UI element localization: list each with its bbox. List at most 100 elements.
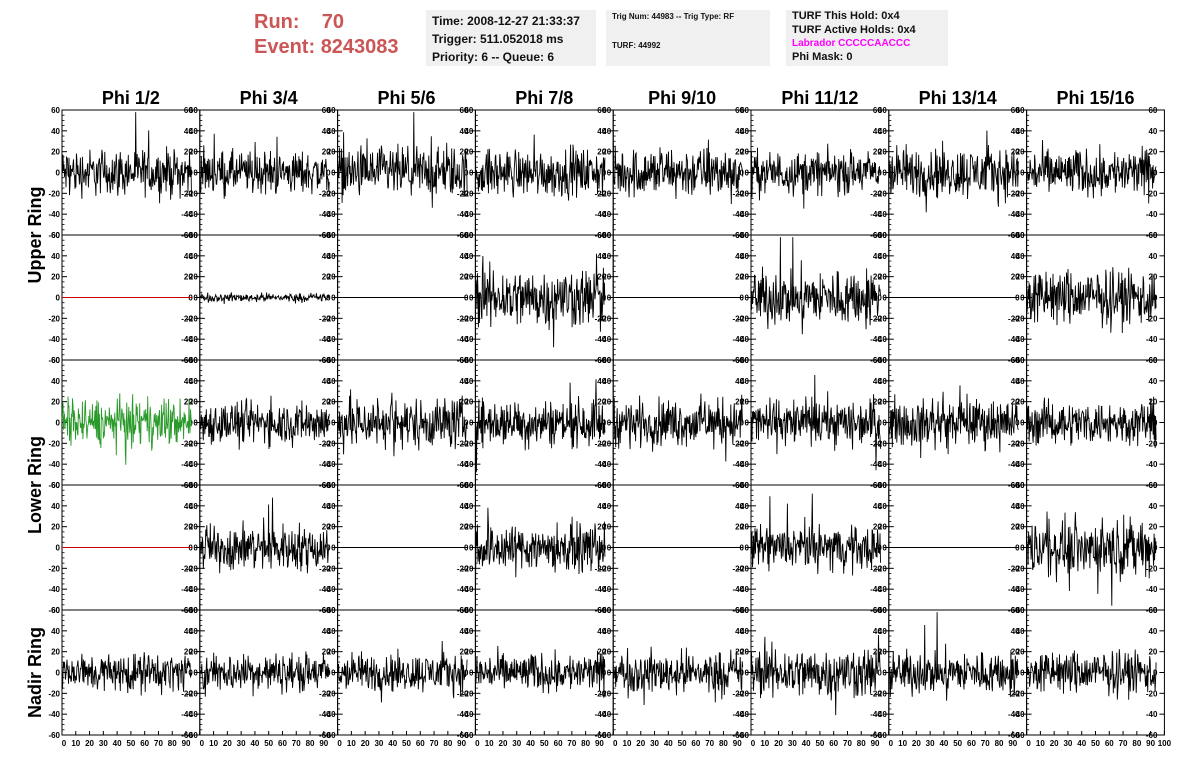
event-label: Event: — [254, 36, 316, 58]
panel-r5-c7-ylabel-left-3: 0 — [882, 669, 887, 678]
panel-r2-c3-ylabel-left-4: 20 — [327, 273, 336, 282]
panel-r4-c5-ylabel-right-5: 40 — [735, 502, 744, 511]
panel-r2-c5-ylabel-right-6: 60 — [735, 231, 744, 240]
panel-r4-c3-ylabel-right-6: 60 — [459, 481, 468, 490]
panel-r2-c1-ylabel-right-1: -40 — [181, 335, 193, 344]
panel-r1-c4-ylabel-left-2: -20 — [462, 189, 474, 198]
panel-r5-c7-ylabel-right-6: 60 — [1011, 606, 1020, 615]
panel-r3-c2-ylabel-right-1: -40 — [319, 460, 331, 469]
panel-r1-c5-ylabel-left-5: 40 — [602, 127, 611, 136]
panel-r4-c6-ylabel-left-5: 40 — [740, 502, 749, 511]
panel-r5-c7-ylabel-left-6: 60 — [878, 606, 887, 615]
panel-r4-c7-ylabel-right-2: -20 — [1008, 564, 1020, 573]
panel-r5-c2-ylabel-right-2: -20 — [319, 689, 331, 698]
xlabel-c1-2: 20 — [85, 739, 94, 748]
panel-r1-c4-ylabel-right-5: 40 — [597, 127, 606, 136]
panel-r5-c7-ylabel-left-4: 20 — [878, 648, 887, 657]
panel-r4-c8-ylabel-left-4: 20 — [1016, 523, 1025, 532]
panel-r5-c1-ylabel-left-5: 40 — [51, 627, 60, 636]
panel-r5-c3-ylabel-left-1: -40 — [324, 710, 336, 719]
panel-r5-c5-ylabel-left-1: -40 — [600, 710, 612, 719]
panel-r4-c4-ylabel-left-4: 20 — [464, 523, 473, 532]
panel-r5-c1-ylabel-left-1: -40 — [48, 710, 60, 719]
panel-r2-c8-ylabel-right-5: 40 — [1148, 252, 1157, 261]
xlabel-c7-0: 0 — [889, 739, 894, 748]
panel-r4-c2-ylabel-left-1: -40 — [186, 585, 198, 594]
panel-r1-c8-ylabel-left-1: -40 — [1013, 210, 1025, 219]
xlabel-c5-9: 90 — [733, 739, 742, 748]
column-header-2: Phi 3/4 — [240, 88, 298, 108]
panel-r2-c1-ylabel-left-6: 60 — [51, 231, 60, 240]
panel-r4-c7-ylabel-right-3: 0 — [1015, 544, 1020, 553]
panel-r4-c7-ylabel-left-5: 40 — [878, 502, 887, 511]
panel-r4-c2-ylabel-left-3: 0 — [193, 544, 198, 553]
xlabel-c1-5: 50 — [126, 739, 135, 748]
panel-r2-c7-ylabel-left-2: -20 — [875, 314, 887, 323]
panel-r5-c2-ylabel-right-0: -60 — [319, 731, 331, 740]
panel-r1-c2-ylabel-right-6: 60 — [322, 106, 331, 115]
panel-r3-c6-ylabel-left-4: 20 — [740, 398, 749, 407]
panel-r5-c2-ylabel-left-1: -40 — [186, 710, 198, 719]
panel-r5-c6-ylabel-left-3: 0 — [745, 669, 750, 678]
xlabel-c3-2: 20 — [361, 739, 370, 748]
panel-r4-c7-ylabel-right-5: 40 — [1011, 502, 1020, 511]
panel-r5-c2-ylabel-right-1: -40 — [319, 710, 331, 719]
panel-r3-c1-ylabel-right-3: 0 — [188, 419, 193, 428]
column-header-1: Phi 1/2 — [102, 88, 160, 108]
panel-r3-c2-ylabel-left-3: 0 — [193, 419, 198, 428]
panel-r4-c7-ylabel-left-1: -40 — [875, 585, 887, 594]
panel-r1-c5-ylabel-right-1: -40 — [732, 210, 744, 219]
panel-r3-c8-trace — [1026, 396, 1157, 449]
panel-r5-c3-ylabel-left-5: 40 — [327, 627, 336, 636]
panel-r3-c2-ylabel-left-4: 20 — [189, 398, 198, 407]
panel-r1-c8-ylabel-right-1: -40 — [1146, 210, 1158, 219]
panel-r4-c5-ylabel-right-6: 60 — [735, 481, 744, 490]
panel-r1-c1-ylabel-right-5: 40 — [184, 127, 193, 136]
panel-r1-c1-ylabel-left-6: 60 — [51, 106, 60, 115]
panel-r2-c7-ylabel-right-1: -40 — [1008, 335, 1020, 344]
panel-r3-c5-ylabel-right-1: -40 — [732, 460, 744, 469]
panel-r1-c1-ylabel-left-2: -20 — [48, 189, 60, 198]
panel-r2-c6-trace — [750, 237, 881, 335]
panel-r2-c5-ylabel-right-3: 0 — [740, 294, 745, 303]
panel-r5-c1-trace — [61, 652, 192, 696]
run-label: Run: — [254, 11, 300, 33]
panel-r3-c7-ylabel-left-6: 60 — [878, 356, 887, 365]
panel-r2-c2-ylabel-left-1: -40 — [186, 335, 198, 344]
panel-r5-c7-trace — [888, 612, 1019, 701]
xlabel-c5-1: 10 — [623, 739, 632, 748]
panel-r3-c8-ylabel-right-2: -20 — [1146, 439, 1158, 448]
panel-r3-c2-ylabel-left-2: -20 — [186, 439, 198, 448]
panel-r5-c7-ylabel-left-1: -40 — [875, 710, 887, 719]
panel-r4-c4-ylabel-left-1: -40 — [462, 585, 474, 594]
panel-r1-c5-trace — [612, 139, 744, 205]
panel-r2-c8-ylabel-left-4: 20 — [1016, 273, 1025, 282]
panel-r3-c5-ylabel-left-2: -20 — [600, 439, 612, 448]
panel-r1-c7-trace — [888, 130, 1019, 213]
panel-r1-c2-ylabel-left-6: 60 — [189, 106, 198, 115]
panel-r4-c6-ylabel-left-2: -20 — [737, 564, 749, 573]
panel-r3-c7-ylabel-left-1: -40 — [875, 460, 887, 469]
panel-r5-c1-ylabel-left-3: 0 — [56, 669, 61, 678]
panel-r4-c2-ylabel-left-4: 20 — [189, 523, 198, 532]
xlabel-c7-2: 20 — [912, 739, 921, 748]
ring-label-1: Upper Ring — [25, 187, 45, 284]
xlabel-c8-0: 0 — [1026, 739, 1031, 748]
panel-r5-c5-ylabel-left-3: 0 — [607, 669, 612, 678]
panel-r5-c5-ylabel-right-5: 40 — [735, 627, 744, 636]
panel-r4-c1-ylabel-right-2: -20 — [181, 564, 193, 573]
panel-r5-c2-ylabel-left-6: 60 — [189, 606, 198, 615]
panel-r4-c2-ylabel-left-6: 60 — [189, 481, 198, 490]
panel-r3-c3-ylabel-left-6: 60 — [327, 356, 336, 365]
panel-r4-c2-ylabel-right-1: -40 — [319, 585, 331, 594]
panel-r4-c7-ylabel-left-6: 60 — [878, 481, 887, 490]
panel-r4-c5-ylabel-left-3: 0 — [607, 544, 612, 553]
panel-r2-c5-ylabel-right-2: -20 — [732, 314, 744, 323]
panel-r4-c3-ylabel-right-3: 0 — [464, 544, 469, 553]
panel-r1-c6-ylabel-right-6: 60 — [873, 106, 882, 115]
panel-r3-c5-ylabel-right-5: 40 — [735, 377, 744, 386]
panel-r1-c5-ylabel-left-6: 60 — [602, 106, 611, 115]
panel-r5-c3-ylabel-left-4: 20 — [327, 648, 336, 657]
panel-r4-c6-ylabel-right-1: -40 — [870, 585, 882, 594]
panel-r3-c1-ylabel-left-2: -20 — [48, 439, 60, 448]
